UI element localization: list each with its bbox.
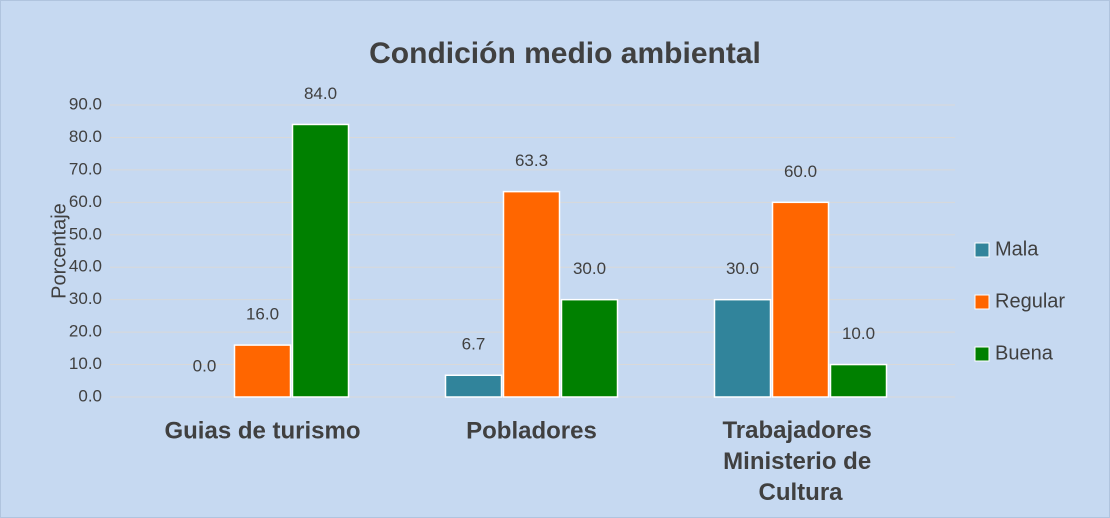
data-label: 60.0 [784,162,817,181]
y-tick-label: 30.0 [69,289,102,308]
data-label: 16.0 [246,305,279,324]
legend-swatch [974,294,990,310]
legend-swatch [974,346,990,362]
legend-label: Mala [995,238,1039,260]
bar [713,298,772,398]
data-label: 63.3 [515,151,548,170]
y-tick-label: 0.0 [78,386,102,405]
y-tick-label: 10.0 [69,354,102,373]
legend-swatch [974,242,990,258]
data-label: 0.0 [193,356,217,375]
y-axis-label: Porcentaje [48,203,70,299]
y-tick-label: 20.0 [69,322,102,341]
bar [560,298,619,398]
y-tick-label: 50.0 [69,224,102,243]
x-tick-label: Trabajadores Ministerio de Cultura [722,417,878,506]
legend-label: Buena [995,342,1054,364]
x-tick-label: Guias de turismo [164,417,360,444]
y-tick-label: 80.0 [69,127,102,146]
bar [502,190,561,398]
data-label: 10.0 [842,324,875,343]
bar [291,123,350,398]
bar [233,344,292,398]
y-tick-label: 40.0 [69,257,102,276]
bar [444,374,503,398]
chart-title: Condición medio ambiental [369,37,761,70]
legend-label: Regular [995,290,1065,312]
data-label: 30.0 [573,259,606,278]
y-tick-label: 60.0 [69,192,102,211]
x-tick-label: Pobladores [466,417,597,444]
data-label: 6.7 [462,335,486,354]
bar [829,363,888,398]
y-tick-label: 90.0 [69,94,102,113]
data-label: 84.0 [304,84,337,103]
bar [771,201,830,398]
data-label: 30.0 [726,259,759,278]
y-tick-label: 70.0 [69,159,102,178]
